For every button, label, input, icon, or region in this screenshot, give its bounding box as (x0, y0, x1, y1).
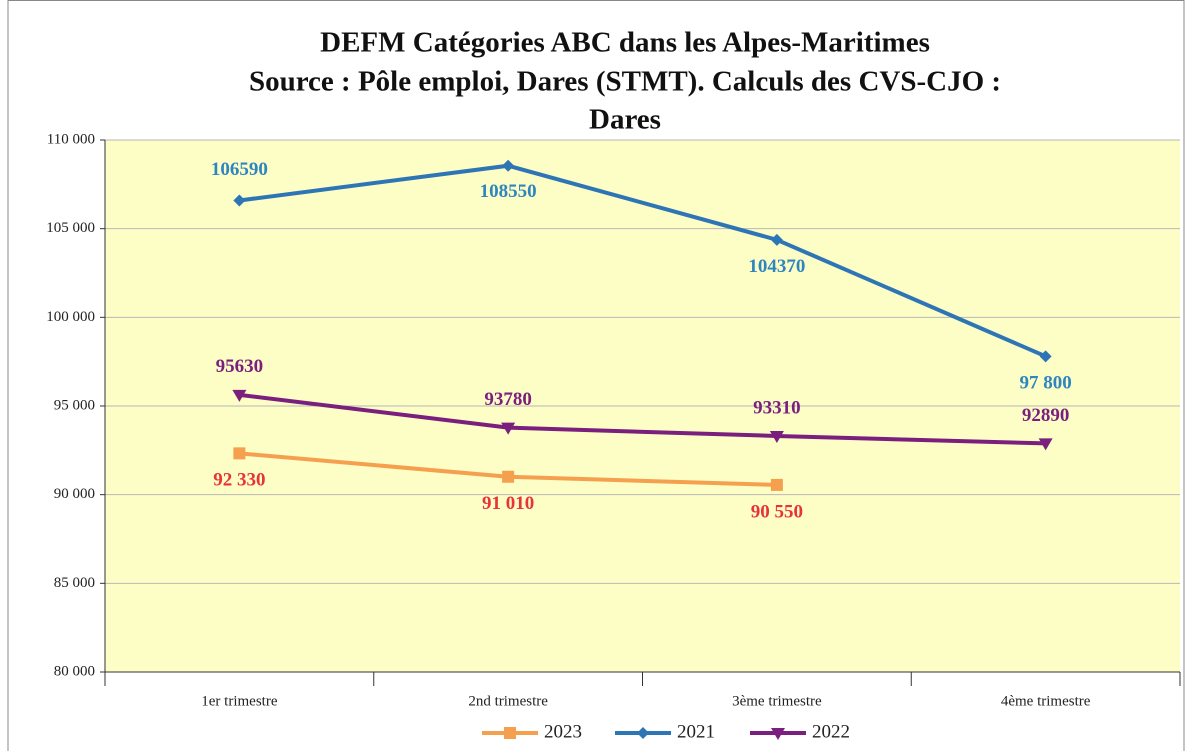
y-tick-label: 105 000 (46, 220, 95, 236)
y-tick-label: 100 000 (46, 309, 95, 325)
legend-marker (504, 727, 516, 739)
data-label: 97 800 (1020, 373, 1072, 394)
x-tick-label: 1er trimestre (201, 693, 278, 709)
series-line (239, 163, 1047, 359)
legend-label: 2021 (677, 721, 715, 742)
data-point (233, 447, 246, 460)
data-point (502, 159, 515, 172)
data-label: 104370 (748, 256, 805, 277)
data-point (769, 430, 784, 443)
data-point (770, 233, 783, 246)
data-point (502, 470, 515, 483)
data-label: 90 550 (751, 501, 803, 522)
y-tick-label: 95 000 (54, 397, 95, 413)
chart-title: Source : Pôle emploi, Dares (STMT). Calc… (249, 66, 1001, 98)
data-label: 91 010 (482, 493, 534, 514)
x-tick-label: 4ème trimestre (1001, 693, 1091, 709)
data-label: 106590 (211, 159, 268, 180)
chart-title: Dares (589, 104, 661, 136)
x-tick-label: 2nd trimestre (468, 693, 548, 709)
data-label: 108550 (480, 181, 537, 202)
data-point (770, 478, 783, 491)
chart-title: DEFM Catégories ABC dans les Alpes-Marit… (320, 27, 930, 59)
data-label: 93310 (753, 397, 801, 418)
data-point (232, 389, 247, 402)
data-point (233, 194, 246, 207)
legend-marker (771, 728, 785, 740)
legend-label: 2022 (812, 721, 850, 742)
y-tick-label: 80 000 (54, 663, 95, 679)
y-tick-label: 90 000 (54, 486, 95, 502)
y-tick-label: 85 000 (54, 575, 95, 591)
data-point (1038, 438, 1053, 451)
data-point (1039, 350, 1052, 363)
data-label: 92 330 (213, 470, 265, 491)
y-tick-label: 110 000 (47, 131, 95, 147)
data-label: 95630 (216, 356, 264, 377)
data-label: 93780 (484, 389, 532, 410)
x-tick-label: 3ème trimestre (732, 693, 822, 709)
legend-label: 2023 (544, 721, 582, 742)
legend-marker (637, 727, 649, 739)
series-line (239, 392, 1046, 446)
data-label: 92890 (1022, 405, 1070, 426)
data-point (501, 422, 516, 435)
